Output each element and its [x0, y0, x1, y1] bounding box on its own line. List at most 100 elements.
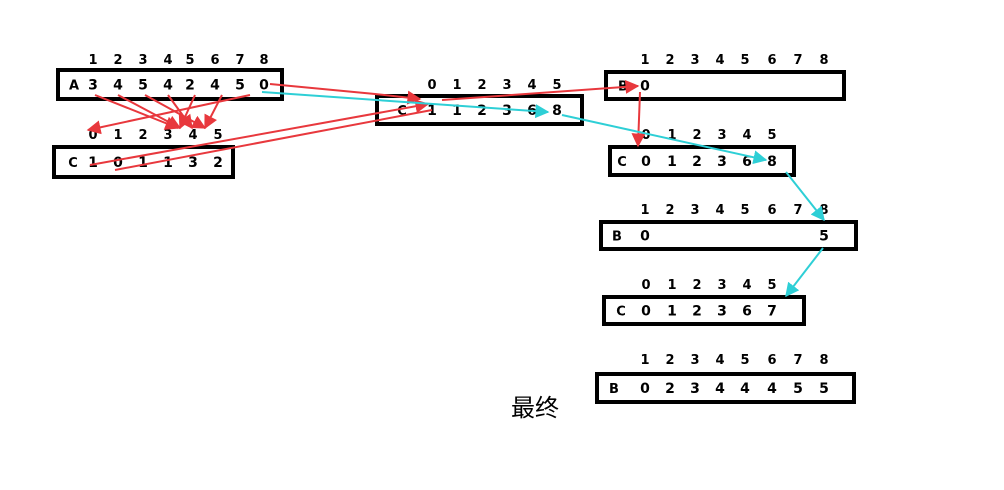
index-label: 6: [210, 53, 219, 68]
arrow-a7-to-c: [204, 94, 223, 130]
cell-value: 5: [793, 381, 803, 397]
arrow-a-to-cmid-8: [261, 91, 550, 119]
index-label: 2: [138, 128, 147, 143]
cell-value: 1: [452, 103, 462, 119]
index-label: 3: [502, 78, 511, 93]
index-label: 2: [477, 78, 486, 93]
cell-value: 1: [88, 155, 98, 171]
index-label: 8: [819, 353, 828, 368]
cell-value: 5: [138, 78, 148, 94]
final-caption: 最终: [511, 394, 559, 422]
array-b-row1: B1 2 3 4 5 6 7 80: [604, 53, 846, 101]
index-label: 2: [113, 53, 122, 68]
index-label: 1: [113, 128, 122, 143]
arrow-b3-to-c4: [785, 247, 824, 298]
cell-value: 3: [88, 78, 98, 94]
cell-value: 4: [767, 381, 777, 397]
array-c-row4: C0 1 2 3 4 50 1 2 3 6 7: [602, 278, 806, 326]
array-label: C: [68, 156, 78, 171]
index-label: 5: [767, 128, 776, 143]
cell-value: 3: [188, 155, 198, 171]
arrow-a8-to-c0: [86, 94, 251, 135]
index-label: 6: [767, 353, 776, 368]
place-arrows: [261, 91, 825, 298]
index-label: 0: [641, 278, 650, 293]
array-box: [602, 295, 806, 326]
array-c-row2: C0 1 2 3 4 50 1 2 3 6 8: [608, 128, 796, 177]
cell-value: 1: [138, 155, 148, 171]
cell-value: 4: [113, 78, 123, 94]
cell-value: 5: [819, 381, 829, 397]
cell-value: 3: [717, 304, 727, 320]
index-label: 0: [427, 78, 436, 93]
cell-value: 0: [640, 381, 650, 397]
index-label: 1: [452, 78, 461, 93]
arrow-cmid-to-b1: [441, 79, 640, 101]
arrow-a8-to-cmid: [269, 83, 422, 105]
index-label: 5: [740, 353, 749, 368]
cell-value: 5: [819, 229, 829, 245]
index-label: 4: [742, 128, 751, 143]
index-label: 5: [552, 78, 561, 93]
cell-value: 1: [667, 154, 677, 170]
index-label: 7: [793, 53, 802, 68]
index-label: 3: [138, 53, 147, 68]
index-label: 3: [690, 353, 699, 368]
cell-value: 1: [667, 304, 677, 320]
cell-value: 2: [692, 304, 702, 320]
cell-value: 2: [213, 155, 223, 171]
arrow-a1-to-c3: [94, 94, 180, 130]
index-label: 4: [715, 203, 724, 218]
arrow-b1-to-c2: [631, 91, 646, 148]
cell-value: 2: [692, 154, 702, 170]
index-label: 4: [163, 53, 172, 68]
index-label: 3: [717, 128, 726, 143]
cell-value: 4: [163, 78, 173, 94]
cell-value: 0: [640, 229, 650, 245]
array-box: [595, 372, 856, 404]
index-label: 5: [767, 278, 776, 293]
index-label: 1: [667, 278, 676, 293]
arrow-a6-to-c: [178, 94, 196, 130]
cell-value: 0: [113, 155, 123, 171]
index-label: 4: [527, 78, 536, 93]
index-label: 5: [740, 53, 749, 68]
cell-value: 0: [640, 79, 650, 95]
index-label: 0: [88, 128, 97, 143]
array-label: C: [616, 305, 626, 320]
cell-value: 1: [163, 155, 173, 171]
index-label: 1: [640, 353, 649, 368]
index-label: 2: [665, 53, 674, 68]
cell-value: 8: [552, 103, 562, 119]
index-label: 3: [690, 203, 699, 218]
array-c-left: C0 1 2 3 4 51 0 1 1 3 2: [52, 128, 235, 179]
index-label: 3: [690, 53, 699, 68]
cell-value: 3: [690, 381, 700, 397]
cell-value: 2: [185, 78, 195, 94]
index-label: 5: [740, 203, 749, 218]
index-label: 7: [793, 203, 802, 218]
index-label: 5: [185, 53, 194, 68]
index-label: 4: [715, 353, 724, 368]
index-label: 5: [213, 128, 222, 143]
cell-value: 3: [717, 154, 727, 170]
index-label: 1: [640, 53, 649, 68]
index-label: 2: [692, 278, 701, 293]
cell-value: 4: [715, 381, 725, 397]
index-label: 8: [819, 53, 828, 68]
cell-value: 0: [259, 78, 269, 94]
cell-value: 6: [742, 154, 752, 170]
index-label: 1: [640, 203, 649, 218]
index-label: 1: [88, 53, 97, 68]
array-a-top: A1 2 3 4 5 6 7 83 4 5 4 2 4 5 0: [56, 53, 284, 101]
array-b-row3: B1 2 3 4 5 6 7 80 5: [599, 203, 858, 251]
index-label: 0: [641, 128, 650, 143]
cell-value: 4: [210, 78, 220, 94]
array-box: [604, 70, 846, 101]
index-label: 4: [715, 53, 724, 68]
index-label: 7: [235, 53, 244, 68]
index-label: 6: [767, 203, 776, 218]
cell-value: 4: [740, 381, 750, 397]
cell-value: 8: [767, 154, 777, 170]
